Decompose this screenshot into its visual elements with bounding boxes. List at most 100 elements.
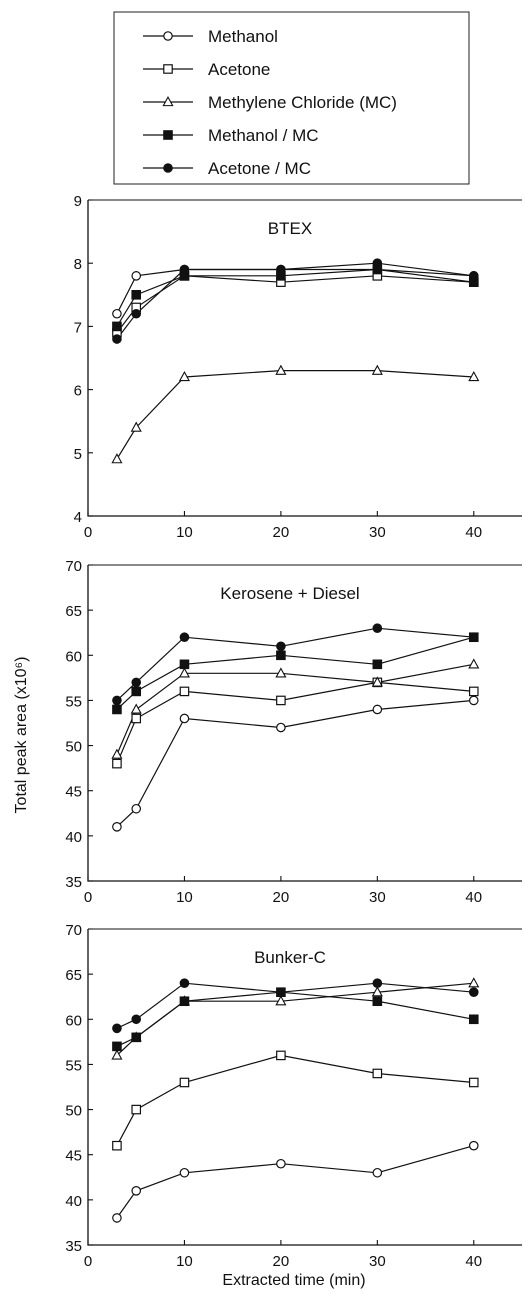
point-methylene-chloride-mc xyxy=(275,667,287,678)
point-methylene-chloride-mc xyxy=(130,703,142,714)
series-line-methanol xyxy=(116,268,474,315)
series-line-acetone xyxy=(116,275,474,334)
point-methanol xyxy=(468,695,479,706)
point-methylene-chloride-mc xyxy=(275,995,287,1006)
x-tick-label: 10 xyxy=(176,1253,193,1270)
panel-title: Kerosene + Diesel xyxy=(220,584,359,603)
y-tick-label: 55 xyxy=(65,1057,82,1074)
series-line-methanol xyxy=(116,699,474,828)
y-tick-label: 60 xyxy=(65,648,82,665)
y-tick-label: 70 xyxy=(65,922,82,939)
legend-label: Methylene Chloride (MC) xyxy=(208,93,397,112)
legend-marker-square-filled xyxy=(163,130,173,140)
point-acetone-mc xyxy=(131,677,142,688)
point-methanol-mc xyxy=(179,659,190,670)
legend-label: Methanol / MC xyxy=(208,126,319,145)
panel-title: Bunker-C xyxy=(254,948,326,967)
point-acetone-mc xyxy=(276,987,286,997)
point-methylene-chloride-mc xyxy=(130,421,142,432)
y-axis-label: Total peak area (x10⁶) xyxy=(13,657,30,814)
legend-box xyxy=(113,11,470,185)
point-acetone xyxy=(131,1104,142,1115)
point-acetone-mc xyxy=(112,1023,122,1034)
point-acetone-mc xyxy=(112,334,122,344)
point-methylene-chloride-mc xyxy=(371,364,383,375)
y-tick-label: 4 xyxy=(74,509,82,526)
x-tick-label: 40 xyxy=(465,1253,482,1270)
point-acetone-mc xyxy=(179,264,190,275)
point-acetone-mc xyxy=(276,264,286,275)
legend-label: Acetone / MC xyxy=(208,159,311,178)
point-methanol-mc xyxy=(372,659,383,670)
panel-btex: 4 5 6 7 8 9 0 10 20 30 40 BTEX xyxy=(74,193,522,541)
axis-frame xyxy=(87,929,522,1246)
legend-marker-circle-open xyxy=(163,31,173,41)
point-methanol-mc xyxy=(112,704,122,715)
y-tick-label: 35 xyxy=(65,874,82,891)
point-acetone xyxy=(112,758,122,769)
point-methanol-mc xyxy=(112,1041,122,1052)
point-acetone-mc xyxy=(468,632,479,643)
series-line-acetone xyxy=(116,1054,474,1146)
x-tick-label: 30 xyxy=(369,524,386,541)
point-methylene-chloride-mc xyxy=(468,370,480,382)
x-tick-label: 0 xyxy=(84,524,92,541)
series-line-methanol xyxy=(116,1145,474,1219)
point-methylene-chloride-mc xyxy=(468,977,480,988)
y-tick-label: 8 xyxy=(74,256,82,273)
point-methanol xyxy=(468,1140,479,1151)
point-methanol xyxy=(372,704,383,715)
point-acetone xyxy=(276,1050,286,1061)
y-tick-label: 45 xyxy=(65,1148,82,1165)
point-acetone xyxy=(468,686,479,697)
point-methanol-mc xyxy=(372,996,383,1007)
point-methanol-mc xyxy=(179,996,190,1007)
y-tick-label: 5 xyxy=(74,446,82,463)
series-line-acetone-mc xyxy=(116,982,474,1029)
point-methylene-chloride-mc xyxy=(111,748,123,759)
y-tick-label: 40 xyxy=(65,829,82,846)
x-tick-label: 30 xyxy=(369,889,386,906)
legend-marker-circle-filled xyxy=(163,163,173,173)
y-tick-label: 6 xyxy=(74,383,82,400)
point-acetone xyxy=(112,1140,122,1151)
y-tick-label: 35 xyxy=(65,1238,82,1255)
series-line-methylene-chloride-mc xyxy=(116,663,474,755)
point-methanol xyxy=(112,1213,122,1223)
point-acetone xyxy=(468,1077,479,1088)
point-methanol xyxy=(179,713,190,724)
point-methanol-mc xyxy=(468,1014,479,1025)
legend-item-methylene-chloride-mc: Methylene Chloride (MC) xyxy=(143,93,397,112)
point-acetone xyxy=(179,1077,190,1088)
point-acetone-mc xyxy=(372,623,383,633)
y-tick-label: 50 xyxy=(65,1103,82,1120)
point-methanol xyxy=(179,1167,190,1178)
point-methanol-mc xyxy=(276,650,286,661)
series-line-methylene-chloride-mc xyxy=(116,370,474,460)
point-acetone-mc xyxy=(112,695,122,706)
panel-bunker-c: 35 40 45 50 55 60 65 70 0 10 20 30 40 Bunker-C Extract… xyxy=(65,922,522,1289)
point-methylene-chloride-mc xyxy=(178,667,190,678)
x-tick-label: 40 xyxy=(465,889,482,906)
axis-frame xyxy=(87,200,522,517)
legend-item-acetone-mc: Acetone / MC xyxy=(143,159,311,178)
series-line-methanol-mc xyxy=(116,268,474,327)
legend-item-acetone: Acetone xyxy=(143,60,270,79)
point-acetone xyxy=(276,695,286,706)
point-methanol-mc xyxy=(131,290,142,300)
legend-label: Acetone xyxy=(208,60,270,79)
point-methylene-chloride-mc xyxy=(371,676,383,687)
y-tick-label: 65 xyxy=(65,967,82,984)
legend-item-methanol: Methanol xyxy=(143,27,278,46)
x-tick-label: 20 xyxy=(273,1253,290,1270)
legend-marker-square-open xyxy=(163,64,173,74)
point-methylene-chloride-mc xyxy=(178,370,190,382)
point-methanol xyxy=(131,1186,142,1196)
point-acetone-mc xyxy=(372,258,383,268)
point-acetone xyxy=(179,686,190,697)
y-tick-label: 7 xyxy=(74,319,82,336)
point-acetone-mc xyxy=(468,271,479,281)
point-methanol xyxy=(276,722,286,733)
x-tick-label: 0 xyxy=(84,889,92,906)
